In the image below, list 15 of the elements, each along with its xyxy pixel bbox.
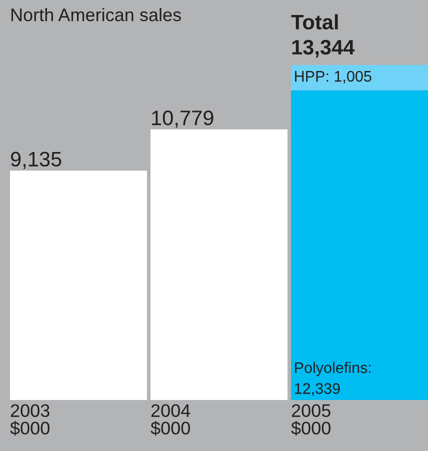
x-tick-label: 2003 $000 [10, 404, 50, 436]
total-label: 13,344 [292, 40, 355, 58]
data-label: 12,339 [294, 383, 340, 396]
bar [291, 65, 428, 90]
x-tick-label: 2004 $000 [150, 404, 190, 436]
series-label: Polyolefins: [295, 362, 371, 376]
text: Total [291, 14, 338, 30]
data-label: 10,779 [152, 110, 214, 128]
bar [10, 170, 147, 400]
data-label: 9,135 [10, 152, 62, 170]
chart-title: North American sales [11, 8, 181, 22]
x-tick-label: 2005 $000 [291, 404, 330, 436]
text: HPP: 1,005 [295, 70, 372, 84]
bar [291, 90, 428, 400]
bar [150, 129, 288, 400]
